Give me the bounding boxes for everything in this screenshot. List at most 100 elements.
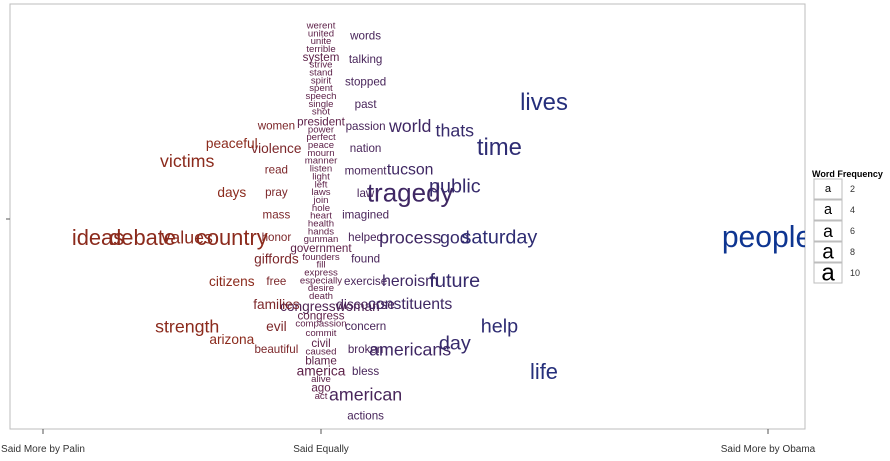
word-time: time [477, 134, 522, 161]
word-werent: werent [306, 21, 336, 32]
word-victims: victims [160, 151, 214, 171]
word-law: law [357, 187, 375, 200]
legend-sample-2: a [825, 183, 832, 195]
word-act: act [315, 391, 328, 402]
word-past: past [355, 98, 378, 111]
word-heroism: heroism [382, 273, 438, 290]
word-moment: moment [345, 165, 388, 178]
word-public: public [429, 176, 481, 198]
legend: Word Frequency a 2 a 4 a 6 a 8 a 10 [812, 169, 883, 287]
word-death: death [309, 291, 333, 302]
word-caused: caused [306, 347, 337, 358]
x-tick-label-obama: Said More by Obama [721, 444, 816, 455]
word-left: left [315, 179, 328, 190]
word-citizens: citizens [209, 274, 255, 289]
word-world: world [388, 116, 432, 136]
word-life: life [530, 359, 558, 384]
word-gunman: gunman [304, 234, 339, 245]
word-days: days [217, 185, 246, 200]
word-stand: stand [309, 68, 332, 79]
word-power: power [308, 124, 335, 135]
legend-key-8 [813, 241, 843, 263]
legend-sample-10: a [821, 260, 835, 287]
word-strength: strength [155, 317, 219, 337]
word-constituents: constituents [368, 296, 452, 313]
word-desire: desire [308, 283, 334, 294]
word-day: day [439, 333, 471, 355]
x-tick-label-equal: Said Equally [293, 444, 349, 455]
word-hands: hands [308, 226, 334, 237]
word-peace: peace [308, 140, 334, 151]
word-help: help [481, 316, 518, 338]
word-founders: founders [302, 252, 340, 263]
legend-sample-6: a [823, 221, 833, 241]
word-violence: violence [251, 141, 301, 156]
word-god: god [440, 228, 470, 248]
word-terrible: terrible [306, 44, 335, 55]
word-peaceful: peaceful [206, 136, 258, 151]
word-debate: debate [109, 225, 176, 250]
word-ideas: ideas [72, 225, 124, 250]
word-lives: lives [520, 89, 568, 116]
legend-label-2: 2 [850, 184, 855, 194]
word-imagined: imagined [342, 208, 389, 221]
word-stopped: stopped [345, 76, 386, 89]
word-found: found [351, 253, 380, 266]
word-arizona: arizona [209, 332, 254, 347]
x-axis: Said More by Palin Said Equally Said Mor… [1, 218, 816, 455]
word-concern: concern [345, 320, 386, 333]
word-country: country [196, 225, 268, 250]
word-spirit: spirit [311, 75, 332, 86]
word-united: united [308, 28, 334, 39]
legend-sample-4: a [824, 202, 832, 218]
word-american: american [329, 384, 402, 404]
x-tick-label-palin: Said More by Palin [1, 444, 85, 455]
word-beautiful: beautiful [254, 343, 298, 356]
word-laws: laws [311, 187, 330, 198]
word-alive: alive [311, 374, 331, 385]
word-speech: speech [306, 91, 337, 102]
word-manner: manner [305, 156, 338, 167]
word-join: join [313, 195, 329, 206]
word-read: read [265, 163, 288, 176]
word-civil: civil [311, 337, 330, 350]
word-free: free [266, 275, 286, 288]
word-tragedy: tragedy [367, 178, 454, 208]
word-pray: pray [265, 186, 288, 199]
word-system: system [303, 51, 340, 64]
words-layer: werentuniteduniteterriblesystemstrivesta… [72, 21, 805, 423]
word-heart: heart [310, 211, 332, 222]
word-perfect: perfect [306, 132, 336, 143]
word-helped: helped [348, 231, 383, 244]
word-congress: congress [297, 310, 344, 323]
word-hole: hole [312, 203, 330, 214]
word-strive: strive [310, 60, 333, 71]
word-americans: americans [369, 339, 451, 359]
legend-key-4 [813, 199, 843, 221]
word-passion: passion [346, 120, 386, 133]
word-shot: shot [312, 107, 330, 118]
word-single: single [308, 99, 333, 110]
word-exercise: exercise [344, 275, 387, 288]
word-mourn: mourn [307, 148, 334, 159]
legend-key-6 [813, 220, 843, 242]
word-thats: thats [436, 121, 475, 141]
word-giffords: giffords [254, 252, 299, 267]
word-listen: listen [310, 164, 332, 175]
word-bless: bless [352, 365, 379, 378]
word-ago: ago [311, 382, 330, 395]
word-mass: mass [263, 208, 291, 221]
word-congresswoman: congresswoman [280, 299, 380, 314]
word-future: future [430, 270, 481, 292]
word-fill: fill [316, 260, 325, 271]
word-discourse: discourse [336, 297, 395, 312]
word-honor: honor [262, 231, 292, 244]
word-express: express [304, 267, 338, 278]
word-compassion: compassion [295, 318, 346, 329]
legend-label-10: 10 [850, 268, 860, 278]
word-talking: talking [349, 53, 383, 66]
word-evil: evil [266, 319, 287, 334]
word-government: government [290, 242, 352, 255]
